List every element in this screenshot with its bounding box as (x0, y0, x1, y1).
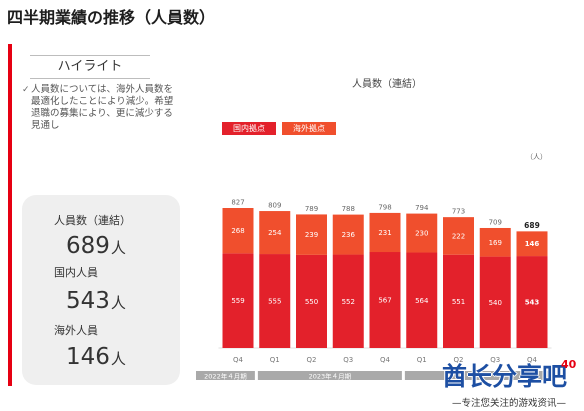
bar-value-label: 169 (489, 239, 502, 247)
summary-number: 146 (66, 344, 110, 370)
bar-value-label: 231 (378, 229, 391, 237)
bar-segment-overseas (516, 231, 548, 257)
bar-segment-overseas (332, 214, 364, 255)
bar-value-label: 559 (231, 297, 244, 305)
bar-value-label: 567 (378, 297, 391, 305)
period-label: 2023年４月期 (309, 371, 352, 380)
bar-segment-domestic (443, 254, 474, 348)
bar-segment-domestic (296, 254, 327, 348)
period-band (404, 371, 549, 380)
chart-title: 人員数（連結） (352, 79, 422, 90)
bar-value-label: 550 (305, 298, 318, 306)
watermark-subtitle: —专注您关注的游戏资讯— (452, 398, 567, 409)
bar-total-label: 709 (489, 218, 502, 226)
bar-segment-overseas (259, 211, 291, 255)
x-tick-label: Q3 (343, 356, 353, 364)
bar-value-label: 555 (268, 298, 281, 306)
x-tick-label: Q1 (270, 356, 280, 364)
bar-segment-domestic (479, 256, 511, 348)
bar-total-label: 809 (268, 202, 281, 210)
bar-segment-domestic (516, 256, 548, 348)
page-number: 40 (561, 358, 577, 371)
legend-item-overseas: 海外拠点 (282, 122, 336, 135)
highlight-text: 人員数については、海外人員数を最適化したことにより減少。希望退職の募集により、更… (31, 84, 174, 131)
summary-number: 689 (66, 233, 110, 259)
bar-segment-overseas (296, 214, 327, 255)
x-tick-label: Q1 (417, 356, 427, 364)
bar-total-label: 789 (305, 205, 318, 213)
legend-item-domestic: 国内拠点 (222, 122, 276, 135)
summary-label-total: 人員数（連結） (54, 214, 131, 227)
summary-number: 543 (66, 288, 110, 314)
summary-box (22, 195, 180, 385)
period-band (257, 371, 402, 380)
x-tick-label: Q3 (490, 356, 500, 364)
bar-value-label: 254 (268, 229, 282, 237)
summary-value-total: 689人 (66, 232, 126, 260)
bar-total-label: 773 (452, 208, 465, 216)
check-icon (22, 84, 30, 96)
x-tick-label: Q2 (307, 356, 317, 364)
bar-value-label: 540 (489, 299, 502, 307)
summary-unit: 人 (110, 239, 126, 257)
bar-value-label: 268 (231, 227, 244, 235)
bar-segment-domestic (406, 252, 438, 348)
bar-segment-domestic (259, 254, 291, 348)
bar-segment-overseas (479, 227, 511, 257)
bar-total-label: 827 (231, 199, 244, 207)
bar-total-label: 798 (378, 203, 391, 211)
bar-value-label: 552 (342, 298, 355, 306)
period-label: 2022年４月期 (204, 371, 247, 380)
bar-segment-overseas (443, 217, 474, 255)
summary-unit: 人 (110, 350, 126, 368)
bar-segment-overseas (222, 208, 254, 254)
watermark-logo: 酋长分享吧 (442, 362, 568, 391)
bar-value-label: 146 (525, 240, 540, 248)
bar-total-label: 794 (415, 204, 429, 212)
bar-value-label: 230 (415, 230, 428, 238)
bar-segment-overseas (369, 212, 401, 253)
bar-value-label: 236 (342, 231, 356, 239)
bar-segment-domestic (369, 252, 401, 348)
x-tick-label: Q4 (380, 356, 391, 364)
chart-unit-label: （人） (526, 153, 547, 161)
bar-value-label: 222 (452, 232, 465, 240)
x-tick-label: Q4 (527, 356, 538, 364)
highlight-header: ハイライト (30, 55, 150, 79)
accent-bar (8, 44, 12, 386)
page-title: 四半期業績の推移（人員数） (7, 8, 216, 27)
summary-value-domestic: 543人 (66, 287, 126, 315)
bar-segment-overseas (406, 213, 438, 253)
bar-total-label: 788 (342, 205, 355, 213)
bar-value-label: 543 (525, 299, 540, 307)
summary-label-domestic: 国内人員 (54, 266, 98, 279)
summary-unit: 人 (110, 294, 126, 312)
bar-total-label: 689 (524, 221, 540, 230)
summary-label-overseas: 海外人員 (54, 324, 98, 337)
bar-value-label: 239 (305, 231, 318, 239)
bar-value-label: 564 (415, 297, 429, 305)
period-band (196, 371, 255, 380)
bar-segment-domestic (222, 253, 254, 348)
x-tick-label: Q2 (454, 356, 464, 364)
bar-value-label: 551 (452, 298, 465, 306)
bar-segment-domestic (332, 254, 364, 348)
stacked-bar-chart: 559 268 827 Q4 555 254 809 Q1 550 239 789 Q2 552 236 7… (196, 199, 552, 380)
summary-value-overseas: 146人 (66, 343, 126, 371)
x-tick-label: Q4 (233, 356, 244, 364)
